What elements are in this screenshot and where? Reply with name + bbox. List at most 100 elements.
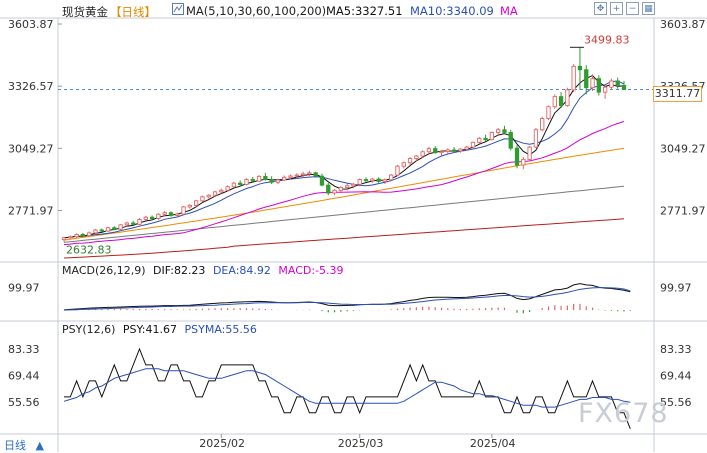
candle-body [87,232,92,237]
x-tick-label: 2025/02 [199,437,245,450]
candle-body [615,80,620,86]
candle-body [206,194,211,198]
candle-body [238,182,243,185]
x-tick-label: 2025/03 [338,437,384,450]
move-icon[interactable]: ✥ [594,2,607,15]
candle-body [105,227,111,232]
candle-body [477,137,482,143]
candle-body [124,222,130,226]
psyma-value: PSYMA:55.56 [184,323,257,336]
macd-dea-line [63,287,631,311]
candle-body [319,175,325,186]
candle-body [300,173,306,176]
candle-body [200,196,205,202]
footer-period-label[interactable]: 日线 [4,439,26,452]
candle-body [282,176,287,181]
arrow-up-icon[interactable]: ▲ [35,439,44,452]
zoom-in-icon[interactable]: + [610,2,623,15]
candle-body [502,129,507,133]
candle-body [61,237,67,241]
psyma-line [63,368,631,408]
y-tick-label-right: 2771.97 [660,204,706,217]
candle-body [420,151,425,157]
ma10-line [63,80,625,239]
candle-body [407,158,413,164]
chart-icon[interactable]: ▦ [642,2,655,15]
candle-body [212,191,218,196]
candle-body [496,129,501,133]
psy-y-label: 55.56 [8,396,40,409]
candle-body [269,179,274,183]
current-price-box: 3311.77 [653,86,702,102]
ma10-value: MA10:3340.09 [410,4,494,18]
candle-body [602,86,608,93]
candle-body [584,69,589,89]
ma30-line [63,121,625,246]
candle-body [326,184,331,194]
candle-body [527,146,532,160]
macd-name: MACD(26,12,9) [62,264,146,277]
candle-body [558,96,564,107]
ma-settings-label[interactable]: MA(5,10,30,60,100,200) [186,4,327,18]
candle-body [344,185,350,188]
candle-body [313,172,318,177]
candle-body [451,149,457,152]
candle-body [175,213,180,216]
candle-body [596,78,601,93]
zoom-out-icon[interactable]: − [626,2,639,15]
candle-body [483,137,488,141]
candle-body [458,148,463,152]
ma5-value: MA5:3327.51 [326,4,403,18]
candle-body [181,206,186,215]
y-tick-label: 3603.87 [8,18,54,31]
candle-body [439,151,444,154]
psy-y-label-right: 55.56 [660,396,692,409]
ma-toggle-icon[interactable] [172,3,184,18]
candle-body [445,149,450,152]
candle-body [137,218,142,225]
ma60-line [63,147,625,241]
candle-body [521,158,526,166]
psy-name: PSY(12,6) [62,323,116,336]
period-selector[interactable]: 【日线】 [110,5,156,19]
candle-body [219,189,224,193]
candle-body [338,186,344,191]
watermark: FX678 [578,398,669,429]
y-tick-label: 3049.27 [8,142,54,155]
candle-body [363,179,369,182]
candle-body [464,146,469,150]
candle-body [99,229,104,232]
candle-body [514,147,520,166]
candle-body [426,148,432,153]
psy-title: PSY(12,6) PSY:41.67 PSYMA:55.56 [62,323,257,336]
candle-body [244,179,249,185]
candle-body [577,65,583,71]
candle-body [470,141,476,148]
x-tick-label: 2025/04 [470,437,516,450]
candle-body [225,186,230,191]
candle-body [489,132,495,141]
macd-title: MACD(26,12,9) DIF:82.23 DEA:84.92 MACD:-… [62,264,344,277]
candle-body [193,200,199,206]
candle-body [156,213,161,220]
candle-body [112,227,117,230]
ma100-line [63,185,625,243]
y-tick-label-right: 3603.87 [660,18,706,31]
candle-body [250,179,255,182]
psy-line [64,347,631,429]
low-annotation: 2632.83 [66,244,112,257]
instrument-name: 现货黄金 [62,5,108,19]
candle-body [275,179,281,183]
candle-body [508,132,513,149]
candle-body [357,179,362,185]
candle-body [370,178,375,182]
y-tick-label: 2771.97 [8,204,54,217]
candle-body [131,222,136,225]
candle-body [263,175,268,181]
macd-y-label: 99.97 [8,282,40,295]
footer-period-tab[interactable]: 日线 ▲ [4,437,44,453]
ma5-line [63,75,625,239]
candle-body [80,234,86,237]
candle-body [414,155,419,159]
